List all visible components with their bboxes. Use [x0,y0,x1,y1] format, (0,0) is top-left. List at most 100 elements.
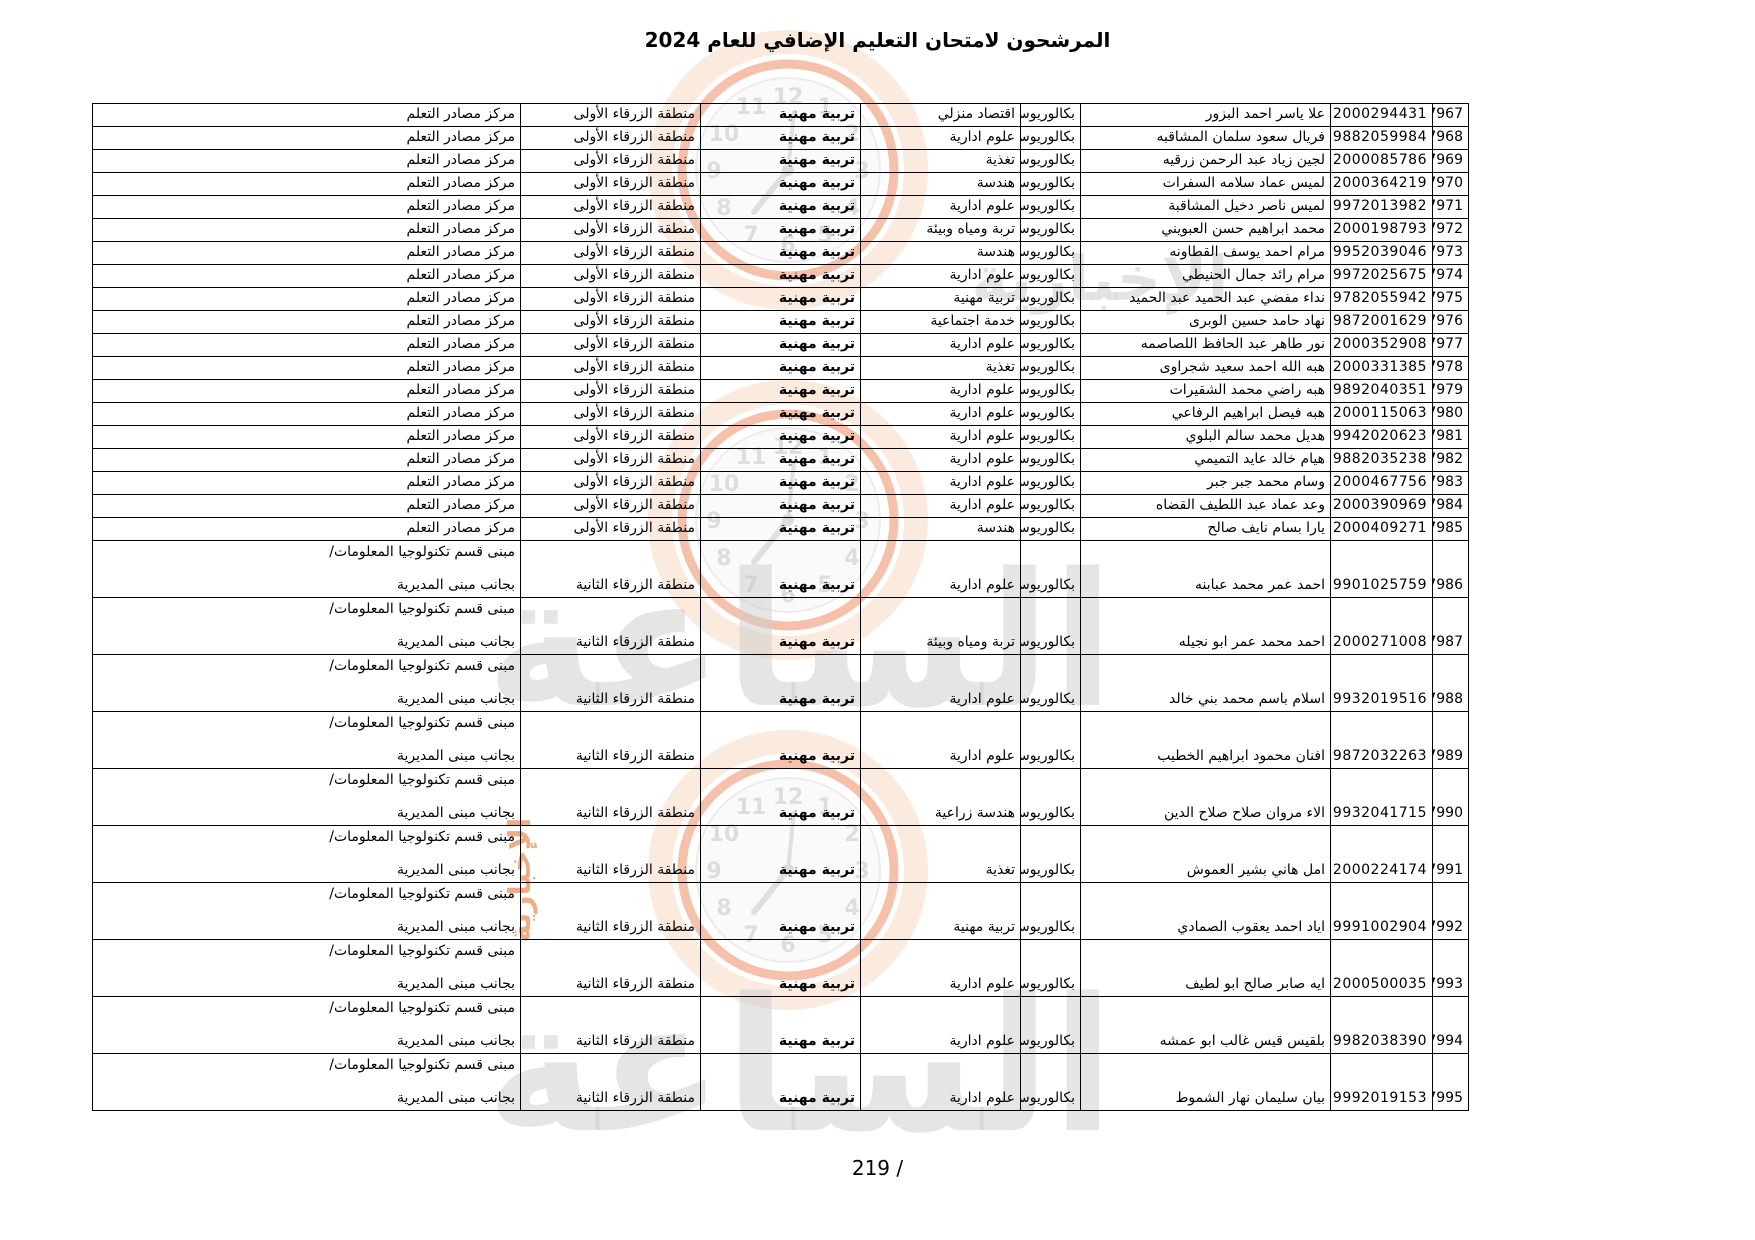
location-line: مبنى قسم تكنولوجيا المعلومات/ [329,829,515,845]
cell-field: تربية مهنية [700,597,861,655]
cell-field: تربية مهنية [700,218,861,242]
page-number: 219 / [851,1156,904,1180]
cell-exam-location: مبنى قسم تكنولوجيا المعلومات/بجانب مبنى … [92,882,521,940]
cell-field: تربية مهنية [700,310,861,334]
cell-name: مرام رائد جمال الحنيطي [1080,264,1331,288]
cell-degree: بكالوريوس [1020,711,1081,769]
cell-exam-location: مركز مصادر التعلم [92,195,521,219]
cell-exam-location: مبنى قسم تكنولوجيا المعلومات/بجانب مبنى … [92,996,521,1054]
cell-name: هبه راضي محمد الشقيرات [1080,379,1331,403]
cell-specialization: خدمة اجتماعية [860,310,1021,334]
cell-national-id: 9892040351 [1330,379,1433,403]
cell-national-id: 9882035238 [1330,448,1433,472]
cell-specialization: علوم ادارية [860,402,1021,426]
cell-name: احمد عمر محمد عبابنه [1080,540,1331,598]
table-row: 79929991002904اياد احمد يعقوب الصماديبكا… [92,882,1469,940]
cell-exam-location: مركز مصادر التعلم [92,402,521,426]
cell-degree: بكالوريوس [1020,195,1081,219]
cell-region: منطقة الزرقاء الأولى [520,241,701,265]
location-line: بجانب مبنى المديرية [397,576,515,593]
cell-sequence-number: 7971 [1432,195,1469,219]
cell-national-id: 9882059984 [1330,126,1433,150]
location-line: مبنى قسم تكنولوجيا المعلومات/ [329,943,515,959]
cell-exam-location: مبنى قسم تكنولوجيا المعلومات/بجانب مبنى … [92,711,521,769]
table-row: 79782000331385هبه الله احمد سعيد شجراوىب… [92,356,1469,380]
cell-exam-location: مبنى قسم تكنولوجيا المعلومات/بجانب مبنى … [92,1053,521,1111]
table-row: 79772000352908نور طاهر عبد الحافظ اللصاص… [92,333,1469,357]
cell-national-id: 2000352908 [1330,333,1433,357]
candidates-table: 79672000294431علا ياسر احمد البزوربكالور… [92,103,1469,1111]
cell-national-id: 9932019516 [1330,654,1433,712]
location-line: بجانب مبنى المديرية [397,861,515,878]
cell-national-id: 2000224174 [1330,825,1433,883]
cell-name: هيام خالد عايد التميمي [1080,448,1331,472]
cell-field: تربية مهنية [700,126,861,150]
cell-degree: بكالوريوس [1020,448,1081,472]
cell-exam-location: مركز مصادر التعلم [92,103,521,127]
cell-field: تربية مهنية [700,448,861,472]
cell-exam-location: مركز مصادر التعلم [92,287,521,311]
cell-degree: بكالوريوس [1020,149,1081,173]
cell-sequence-number: 7985 [1432,517,1469,541]
cell-sequence-number: 7993 [1432,939,1469,997]
cell-field: تربية مهنية [700,149,861,173]
location-line: بجانب مبنى المديرية [397,1032,515,1049]
cell-specialization: هندسة [860,172,1021,196]
cell-national-id: 2000500035 [1330,939,1433,997]
cell-name: علا ياسر احمد البزور [1080,103,1331,127]
cell-region: منطقة الزرقاء الثانية [520,768,701,826]
cell-region: منطقة الزرقاء الثانية [520,597,701,655]
location-line: بجانب مبنى المديرية [397,918,515,935]
cell-exam-location: مركز مصادر التعلم [92,517,521,541]
location-line: مبنى قسم تكنولوجيا المعلومات/ [329,601,515,617]
cell-specialization: علوم ادارية [860,126,1021,150]
cell-region: منطقة الزرقاء الأولى [520,379,701,403]
cell-degree: بكالوريوس [1020,287,1081,311]
cell-region: منطقة الزرقاء الثانية [520,711,701,769]
cell-exam-location: مبنى قسم تكنولوجيا المعلومات/بجانب مبنى … [92,768,521,826]
cell-national-id: 9991002904 [1330,882,1433,940]
location-line: بجانب مبنى المديرية [397,633,515,650]
cell-sequence-number: 7970 [1432,172,1469,196]
cell-specialization: تربية مهنية [860,882,1021,940]
cell-name: فريال سعود سلمان المشاقبه [1080,126,1331,150]
cell-field: تربية مهنية [700,172,861,196]
cell-national-id: 9872001629 [1330,310,1433,334]
cell-name: وعد عماد عبد اللطيف القضاه [1080,494,1331,518]
cell-sequence-number: 7989 [1432,711,1469,769]
cell-name: محمد ابراهيم حسن العبويني [1080,218,1331,242]
cell-degree: بكالوريوس [1020,126,1081,150]
cell-sequence-number: 7992 [1432,882,1469,940]
cell-specialization: هندسة زراعية [860,768,1021,826]
cell-national-id: 2000198793 [1330,218,1433,242]
cell-region: منطقة الزرقاء الأولى [520,333,701,357]
cell-field: تربية مهنية [700,471,861,495]
cell-field: تربية مهنية [700,768,861,826]
cell-exam-location: مركز مصادر التعلم [92,218,521,242]
cell-exam-location: مركز مصادر التعلم [92,333,521,357]
cell-field: تربية مهنية [700,711,861,769]
cell-degree: بكالوريوس [1020,517,1081,541]
cell-field: تربية مهنية [700,425,861,449]
cell-degree: بكالوريوس [1020,825,1081,883]
cell-exam-location: مركز مصادر التعلم [92,310,521,334]
cell-degree: بكالوريوس [1020,310,1081,334]
cell-field: تربية مهنية [700,333,861,357]
candidates-tbody: 79672000294431علا ياسر احمد البزوربكالور… [92,103,1469,1111]
cell-national-id: 9932041715 [1330,768,1433,826]
cell-degree: بكالوريوس [1020,333,1081,357]
cell-national-id: 9942020623 [1330,425,1433,449]
table-row: 79799892040351هبه راضي محمد الشقيراتبكال… [92,379,1469,403]
cell-name: ايه صابر صالح ابو لطيف [1080,939,1331,997]
cell-field: تربية مهنية [700,882,861,940]
cell-region: منطقة الزرقاء الأولى [520,172,701,196]
cell-national-id: 9972025675 [1330,264,1433,288]
cell-degree: بكالوريوس [1020,103,1081,127]
table-row: 79702000364219لميس عماد سلامه السفراتبكا… [92,172,1469,196]
cell-national-id: 2000409271 [1330,517,1433,541]
cell-specialization: تغذية [860,149,1021,173]
table-row: 79672000294431علا ياسر احمد البزوربكالور… [92,103,1469,127]
cell-region: منطقة الزرقاء الثانية [520,882,701,940]
cell-degree: بكالوريوس [1020,356,1081,380]
cell-region: منطقة الزرقاء الأولى [520,103,701,127]
